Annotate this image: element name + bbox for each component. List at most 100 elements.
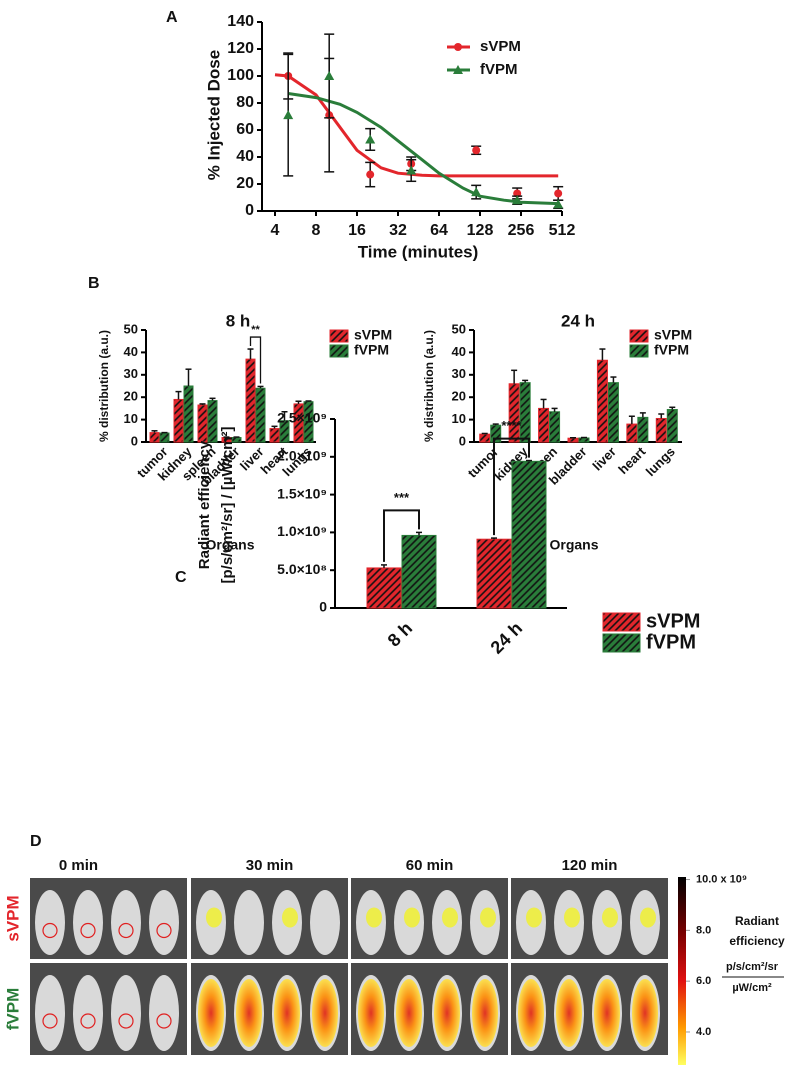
panel-label: C <box>175 569 187 586</box>
panel-label: D <box>30 833 42 850</box>
bar <box>173 398 184 443</box>
roi-circle <box>156 1013 172 1029</box>
significance-label: *** <box>394 490 410 505</box>
data-point <box>283 110 294 120</box>
bar <box>401 534 437 609</box>
mouse <box>149 975 179 1051</box>
colorbar-tick-label: 8.0 <box>696 924 711 936</box>
y-tick-label: 20 <box>452 389 466 404</box>
column-header: 120 min <box>562 857 618 874</box>
x-tick-label: lungs <box>643 444 678 479</box>
y-tick-label: 20 <box>124 389 138 404</box>
y-tick-label: 40 <box>452 344 466 359</box>
roi-circle <box>42 922 58 939</box>
signal <box>602 907 618 928</box>
bar <box>366 567 402 609</box>
colorbar-title: Radiant <box>735 914 779 928</box>
legend-swatch <box>629 344 649 358</box>
roi-circle <box>80 922 96 939</box>
y-tick-label: 100 <box>227 67 254 84</box>
roi-circle <box>118 922 134 939</box>
bar <box>245 358 256 443</box>
data-point <box>365 134 376 144</box>
colorbar-unit: p/s/cm²/sr <box>726 961 779 973</box>
y-tick-label: 5.0×10⁸ <box>277 561 327 577</box>
bar <box>655 417 667 443</box>
y-tick-label: 10 <box>452 411 466 426</box>
data-point <box>366 170 375 179</box>
panel-label: A <box>166 9 178 26</box>
y-tick-label: 2.5×10⁹ <box>277 410 327 426</box>
signal <box>632 979 658 1047</box>
legend-label: fVPM <box>646 631 696 653</box>
legend-swatch <box>629 329 649 343</box>
x-tick-label: 4 <box>271 222 280 239</box>
x-tick-label: 8 h <box>384 618 417 651</box>
y-axis-label: [p/s/cm²/sr] / [µW/cm²] <box>219 427 236 584</box>
mouse <box>111 890 141 955</box>
y-axis-label: % distribution (a.u.) <box>97 330 111 442</box>
legend-label: fVPM <box>354 342 389 358</box>
signal <box>236 979 262 1047</box>
x-axis-label: Organs <box>549 537 598 553</box>
roi-circle <box>118 1013 134 1029</box>
roi-circle <box>42 1013 58 1029</box>
signal <box>396 979 422 1047</box>
data-point <box>472 146 481 155</box>
mouse <box>73 975 103 1051</box>
bar <box>596 359 608 443</box>
mouse <box>310 890 340 955</box>
x-tick-label: 16 <box>348 222 366 239</box>
x-tick-label: 24 h <box>487 618 527 658</box>
y-tick-label: 2.0×10⁹ <box>277 448 327 464</box>
y-tick-label: 30 <box>124 366 138 381</box>
data-point <box>406 165 417 175</box>
fit-curve <box>274 73 559 178</box>
y-tick-label: 40 <box>124 344 138 359</box>
bar <box>149 432 160 443</box>
y-tick-label: 50 <box>452 321 466 336</box>
x-tick-label: heart <box>615 443 649 477</box>
y-tick-label: 60 <box>236 121 254 138</box>
x-axis-label: Organs <box>205 537 254 553</box>
column-header: 30 min <box>246 857 294 874</box>
data-point <box>553 199 564 209</box>
signal <box>472 979 498 1047</box>
mouse <box>149 890 179 955</box>
bar <box>567 437 579 443</box>
row-label: fVPM <box>3 988 22 1031</box>
bar <box>197 404 208 443</box>
y-tick-label: 1.5×10⁹ <box>277 485 327 501</box>
signal <box>556 979 582 1047</box>
signal <box>274 979 300 1047</box>
mouse <box>234 890 264 955</box>
signal <box>564 907 580 928</box>
legend-label: sVPM <box>646 610 700 632</box>
legend-swatch <box>602 633 641 653</box>
signal <box>640 907 656 928</box>
y-tick-label: 120 <box>227 40 254 57</box>
bar <box>637 416 649 443</box>
legend-marker <box>454 43 462 51</box>
y-tick-label: 50 <box>124 321 138 336</box>
signal <box>206 907 222 928</box>
y-tick-label: 80 <box>236 94 254 111</box>
data-point <box>554 189 563 198</box>
bar <box>479 433 491 443</box>
colorbar-tick-label: 4.0 <box>696 1026 711 1038</box>
signal <box>518 979 544 1047</box>
bar <box>578 437 590 443</box>
significance-bracket <box>249 336 262 384</box>
y-axis-label: Radiant efficiency <box>196 440 213 569</box>
legend-swatch <box>602 612 641 632</box>
legend-label: sVPM <box>654 327 692 343</box>
y-tick-label: 140 <box>227 13 254 30</box>
y-tick-label: 10 <box>124 411 138 426</box>
mouse <box>73 890 103 955</box>
bar <box>207 400 218 443</box>
x-tick-label: 256 <box>508 222 535 239</box>
panel-label: B <box>88 275 100 292</box>
x-tick-label: liver <box>589 444 619 474</box>
y-tick-label: 0 <box>459 433 466 448</box>
